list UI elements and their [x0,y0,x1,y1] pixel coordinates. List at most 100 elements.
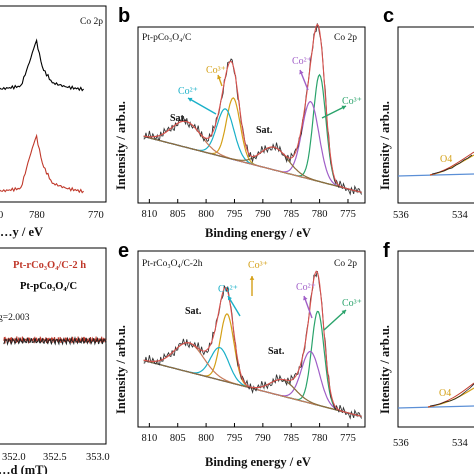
panel-a-frame [0,5,107,203]
panel-d-tick-352-0: 352.0 [2,452,26,463]
xtick-label: 785 [283,433,299,444]
panel-e-title: Co 2p [334,259,357,269]
panel-d-g-value: g=2.003 [0,313,30,323]
panel-a: Co 2p 0 780 770 …y / eV [0,5,107,239]
panel-e: e Pt-rCo₃O₄/C-2h Co 2p Intensity / arb.u… [114,240,366,469]
panel-b-annotations: Sat. Co³⁺ Co²⁺ Sat. Co²⁺ Co³⁺ [170,56,362,136]
panel-label-f: f [383,240,390,262]
annotation-label: Sat. [185,306,202,317]
panel-a-tick-780: 780 [29,210,45,221]
annotation-label: Co³⁺ [342,96,362,107]
panel-e-annotations: Sat. Co³⁺ Co²⁺ Sat. Co²⁺ Co³⁺ [185,260,362,357]
panel-b-frame [137,26,366,204]
annotation-label: Co²⁺ [218,284,238,295]
annotation-arrowhead [299,70,304,75]
panel-a-series-black [0,38,85,92]
panel-b-ticks: 810 805 800 795 790 785 780 775 [141,199,356,220]
annotation-arrowhead [227,296,232,301]
panel-a-tick-770: 770 [88,210,104,221]
panel-e-curves [143,270,362,420]
panel-a-title: Co 2p [80,17,103,27]
xtick-label: 790 [255,209,271,220]
panel-c-frame [397,26,474,204]
annotation-label: Co³⁺ [206,65,226,76]
panel-b: b Pt-pCo₃O₄/C Co 2p Intensity / arb.u. 8… [114,5,366,240]
annotation-arrow [323,309,347,331]
panel-d-xlabel: …d (mT) [0,463,48,474]
panel-d-legend-black: Pt-pCo₃O₄/C [20,281,77,292]
annotation-arrow [303,295,313,319]
panel-c-tick-534: 534 [452,210,469,221]
xtick-label: 785 [283,209,299,220]
panel-e-ticks: 810 805 800 795 790 785 780 775 [141,423,356,444]
panel-label-c: c [383,5,394,27]
panel-a-xlabel: …y / eV [0,225,43,239]
panel-f-data [429,383,474,407]
annotation-label: Sat. [256,125,273,136]
xtick-label: 790 [255,433,271,444]
annotation-arrow [227,295,241,317]
xtick-label: 775 [340,209,356,220]
annotation-label: Sat. [268,346,285,357]
panel-label-b: b [118,5,130,27]
panel-label-e: e [118,240,129,262]
annotation-arrowhead [341,310,346,315]
panel-f: f Intensity / arb.u. O4 536 534 [378,240,474,449]
xtick-label: 795 [227,433,243,444]
xtick-label: 795 [227,209,243,220]
annotation-label: Co²⁺ [178,86,198,97]
panel-b-xlabel: Binding energy / eV [205,226,311,240]
annotation-label: Sat. [170,113,187,124]
annotation-arrowhead [341,105,346,110]
xtick-label: 780 [312,209,328,220]
panel-f-ylabel: Intensity / arb.u. [378,325,392,414]
xtick-label: 800 [198,433,214,444]
panel-d-tick-352-5: 352.5 [43,452,67,463]
envelope-fit [143,270,362,417]
panel-f-background-line [397,405,474,409]
panel-e-frame [137,250,366,428]
panel-b-title: Co 2p [334,33,357,43]
panel-c: c Intensity / arb.u. O4 536 534 [378,5,474,221]
annotation-label: Co³⁺ [248,260,268,271]
annotation-label: Co³⁺ [342,298,362,309]
annotation-arrow [321,105,347,119]
panel-c-tick-536: 536 [393,210,409,221]
annotation-arrowhead [217,75,222,80]
annotation-label: Co²⁺ [292,56,312,67]
xtick-label: 805 [170,433,186,444]
panel-f-tick-536: 536 [393,438,409,449]
panel-c-background-line [397,173,474,177]
panel-b-sample-label: Pt-pCo₃O₄/C [142,33,191,43]
xtick-label: 810 [141,433,157,444]
panel-a-series-red [0,133,84,194]
xtick-label: 810 [141,209,157,220]
panel-d: Pt-rCo₃O₄/C-2 h Pt-pCo₃O₄/C g=2.003 352.… [0,247,110,474]
panel-e-ylabel: Intensity / arb.u. [114,325,128,414]
annotation-arrowhead [303,296,308,301]
panel-b-curves [143,23,362,196]
panel-a-tick: 0 [0,210,3,221]
panel-d-tick-353-0: 353.0 [86,452,110,463]
component-sat-2 [143,135,362,193]
panel-d-series-black [3,336,107,346]
panel-d-frame [0,247,107,445]
xtick-label: 805 [170,209,186,220]
panel-f-frame [397,250,474,428]
annotation-arrow [187,97,217,115]
panel-c-ylabel: Intensity / arb.u. [378,101,392,190]
panel-f-tick-534: 534 [452,438,469,449]
xtick-label: 780 [312,433,328,444]
panel-b-ylabel: Intensity / arb.u. [114,101,128,190]
annotation-arrowhead [249,276,255,280]
xtick-label: 800 [198,209,214,220]
panel-c-annotation-o4: O4 [440,154,452,165]
panel-f-annotation-o4: O4 [439,388,451,399]
panel-e-xlabel: Binding energy / eV [205,455,311,469]
panel-e-sample-label: Pt-rCo₃O₄/C-2h [142,259,203,269]
panel-d-legend-red: Pt-rCo₃O₄/C-2 h [13,260,86,271]
envelope-fit [143,23,362,193]
xtick-label: 775 [340,433,356,444]
panel-c-data [431,154,473,175]
